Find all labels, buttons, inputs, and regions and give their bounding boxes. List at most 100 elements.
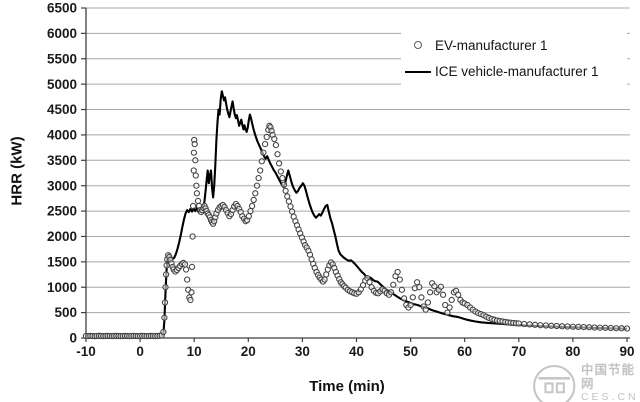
- ev-data-point: [181, 261, 189, 268]
- ev-data-point: [526, 321, 533, 328]
- ev-data-point: [189, 202, 197, 210]
- ev-data-point: [416, 284, 423, 291]
- ev-data-point: [602, 324, 609, 331]
- x-tick-label: 90: [619, 344, 634, 359]
- ev-data-point: [250, 196, 257, 204]
- y-tick-label: 1500: [47, 254, 77, 269]
- ev-data-point: [596, 324, 604, 331]
- y-tick-label: 6500: [47, 1, 77, 16]
- ev-data-point: [252, 190, 259, 197]
- ev-data-point: [558, 323, 566, 330]
- y-tick-label: 5000: [47, 77, 77, 92]
- legend-item-ice: ICE vehicle-manufacturer 1: [401, 61, 627, 83]
- ev-data-point: [162, 284, 169, 291]
- watermark-text: 中国节能网 CES.CN: [580, 363, 640, 402]
- x-tick-label: 60: [457, 344, 472, 359]
- ev-data-point: [396, 276, 403, 283]
- ev-data-point: [613, 325, 620, 332]
- ev-data-point: [279, 174, 286, 182]
- ev-data-point: [247, 207, 254, 215]
- ev-data-point: [182, 266, 190, 273]
- x-axis-title: Time (min): [309, 378, 385, 395]
- y-tick-label: 1000: [47, 280, 77, 295]
- ev-data-point: [253, 182, 261, 189]
- ev-data-point: [188, 263, 196, 271]
- ev-data-point: [542, 322, 550, 329]
- ev-data-point: [187, 296, 194, 304]
- ev-data-point: [191, 140, 198, 148]
- ev-data-point: [521, 320, 528, 328]
- y-tick-label: 4500: [47, 102, 77, 117]
- ev-data-point: [439, 291, 447, 298]
- ev-data-point: [160, 328, 167, 336]
- ev-data-point: [271, 135, 278, 143]
- ev-data-point: [575, 323, 582, 331]
- ev-data-point: [387, 289, 395, 296]
- ev-data-point: [409, 294, 416, 301]
- ev-data-point: [424, 299, 432, 306]
- ev-data-point: [192, 172, 199, 179]
- y-tick-label: 5500: [47, 51, 77, 66]
- ev-data-point: [400, 295, 408, 302]
- watermark-line1: 中国节能网: [580, 363, 635, 391]
- ev-data-point: [455, 291, 462, 298]
- legend-label-ice: ICE vehicle-manufacturer 1: [435, 64, 599, 80]
- ev-data-point: [277, 168, 284, 175]
- ice-series-line: [86, 90, 628, 338]
- ev-data-point: [248, 202, 256, 210]
- ev-data-point: [192, 157, 199, 164]
- y-tick-label: 4000: [47, 128, 77, 143]
- ev-data-point: [426, 289, 434, 296]
- circle-marker-icon: [401, 41, 435, 50]
- y-tick-label: 2500: [47, 204, 77, 219]
- y-tick-label: 3000: [47, 178, 77, 193]
- watermark-line2: CES.CN: [580, 390, 639, 402]
- ev-data-point: [407, 301, 414, 309]
- ev-data-point: [194, 197, 202, 205]
- ev-data-point: [553, 322, 560, 330]
- ev-data-point: [323, 271, 330, 278]
- ev-data-point: [261, 140, 269, 148]
- ev-data-point: [618, 325, 625, 332]
- ev-data-point: [585, 324, 593, 331]
- ev-data-point: [564, 323, 571, 330]
- legend: EV-manufacturer 1 ICE vehicle-manufactur…: [401, 32, 627, 85]
- ev-data-point: [418, 294, 425, 301]
- ev-data-point: [437, 283, 445, 290]
- ev-data-point: [548, 322, 555, 329]
- ev-data-point: [398, 286, 406, 293]
- ev-data-point: [607, 324, 614, 332]
- ev-data-point: [162, 271, 170, 278]
- ev-data-point: [413, 279, 421, 286]
- ev-data-point: [366, 279, 373, 286]
- x-tick-label: 40: [349, 344, 364, 359]
- ev-data-point: [288, 208, 296, 215]
- watermark: 中国节能网 CES.CN: [528, 358, 640, 402]
- x-tick-label: 10: [187, 344, 202, 359]
- y-tick-label: 6000: [47, 26, 77, 41]
- ev-data-point: [272, 141, 280, 149]
- ev-data-point: [537, 322, 544, 329]
- ev-data-point: [515, 320, 522, 327]
- y-tick-label: 500: [54, 305, 77, 320]
- ev-data-point: [189, 233, 196, 240]
- ev-data-point: [448, 296, 455, 304]
- y-tick-label: 3500: [47, 153, 77, 168]
- ev-data-point: [257, 167, 264, 174]
- ev-data-point: [282, 187, 289, 194]
- ev-data-point: [190, 167, 197, 174]
- x-tick-label: 70: [511, 344, 526, 359]
- legend-item-ev: EV-manufacturer 1: [401, 34, 627, 56]
- x-tick-label: 20: [241, 344, 256, 359]
- ev-data-point: [422, 306, 429, 313]
- x-tick-label: 0: [136, 344, 144, 359]
- ev-data-point: [284, 193, 291, 200]
- ev-data-point: [394, 268, 401, 276]
- ev-data-point: [623, 325, 631, 332]
- x-tick-label: 50: [403, 344, 418, 359]
- ev-data-point: [161, 314, 168, 321]
- ev-data-point: [188, 289, 195, 296]
- ev-data-point: [275, 160, 283, 167]
